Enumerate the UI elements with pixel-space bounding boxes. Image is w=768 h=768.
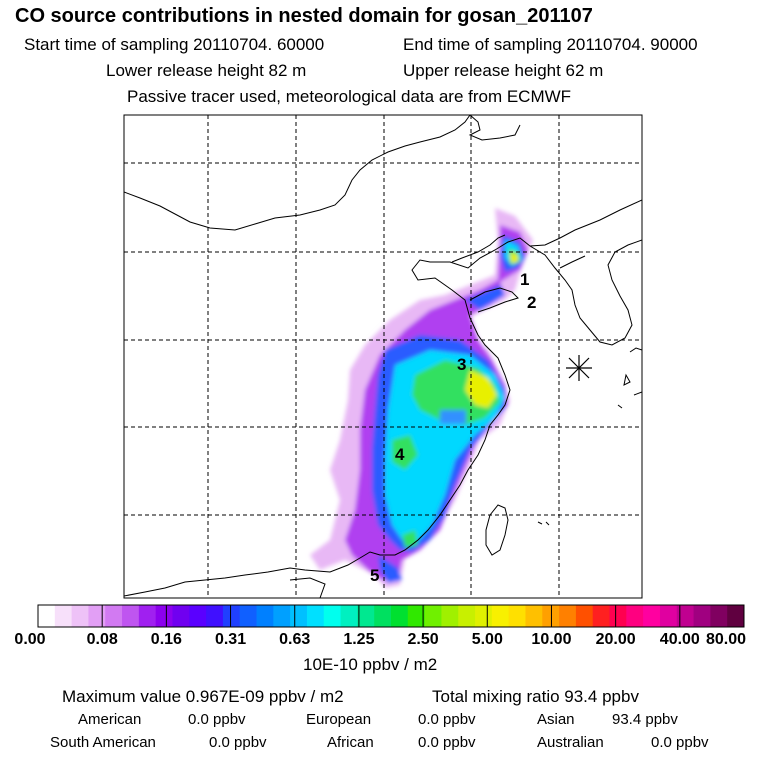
plume-layer-yellow	[465, 252, 518, 408]
colorbar-tick-label: 1.25	[343, 631, 375, 648]
colorbar	[37, 604, 745, 628]
region-label-3: 3	[457, 355, 466, 374]
colorbar-swatch	[491, 605, 510, 627]
colorbar-tick-label: 0.08	[86, 631, 118, 648]
region-label-4: 4	[395, 445, 405, 464]
end-time: End time of sampling 20110704. 90000	[403, 35, 698, 54]
colorbar-swatch	[138, 605, 157, 627]
colorbar-tick-label: 0.00	[14, 631, 46, 648]
colorbar-swatch	[559, 605, 577, 627]
colorbar-swatch	[508, 605, 526, 627]
colorbar-swatch	[727, 605, 745, 627]
colorbar-swatch	[659, 605, 678, 627]
plume-cell-blue	[440, 410, 466, 424]
colorbar-outline	[37, 604, 745, 628]
colorbar-swatch	[155, 605, 173, 627]
colorbar-swatch	[239, 605, 258, 627]
colorbar-swatch	[256, 605, 274, 627]
total-mixing-ratio: Total mixing ratio 93.4 ppbv	[432, 687, 639, 706]
colorbar-swatch	[424, 605, 442, 627]
region-label-1: 1	[520, 270, 529, 289]
colorbar-tick-label: 2.50	[407, 631, 439, 648]
colorbar-swatch	[323, 605, 342, 627]
colorbar-tick-label: 0.31	[214, 631, 247, 648]
african-value: 0.0 ppbv	[418, 734, 476, 751]
start-time: Start time of sampling 20110704. 60000	[24, 35, 325, 54]
region-label-5: 5	[370, 566, 379, 585]
asian-label: Asian	[537, 711, 575, 728]
colorbar-swatch	[542, 605, 560, 627]
colorbar-swatch	[643, 605, 661, 627]
colorbar-swatch	[374, 605, 392, 627]
colorbar-swatch	[575, 605, 594, 627]
colorbar-tick-label: 80.00	[705, 631, 747, 648]
australian-value: 0.0 ppbv	[651, 734, 709, 751]
colorbar-swatch	[38, 605, 56, 627]
coastlines	[124, 115, 642, 598]
colorbar-swatch	[222, 605, 241, 627]
south-american-value: 0.0 ppbv	[209, 734, 267, 751]
lat-lon-grid	[124, 115, 642, 598]
colorbar-swatch	[391, 605, 409, 627]
colorbar-swatch	[525, 605, 543, 627]
colorbar-swatch	[306, 605, 325, 627]
colorbar-tick-label: 20.00	[595, 631, 636, 648]
colorbar-swatch	[626, 605, 644, 627]
european-label: European	[306, 711, 372, 728]
concentration-plume	[310, 208, 533, 588]
plume-layer-green	[392, 248, 520, 548]
max-value: Maximum value 0.967E-09 ppbv / m2	[62, 687, 344, 706]
colorbar-unit: 10E-10 ppbv / m2	[303, 655, 438, 674]
colorbar-swatch	[407, 605, 426, 627]
colorbar-swatch	[54, 605, 73, 627]
lower-release-height: Lower release height 82 m	[106, 61, 307, 80]
colorbar-swatch	[189, 605, 207, 627]
south-american-label: South American	[50, 734, 156, 751]
colorbar-swatch	[475, 605, 493, 627]
african-label: African	[327, 734, 374, 751]
australian-label: Australian	[537, 734, 604, 751]
upper-release-height: Upper release height 62 m	[403, 61, 604, 80]
colorbar-swatch	[290, 605, 308, 627]
asian-value: 93.4 ppbv	[612, 711, 678, 728]
region-label-2: 2	[527, 293, 536, 312]
tracer-note: Passive tracer used, meteorological data…	[127, 87, 572, 106]
colorbar-swatch	[458, 605, 476, 627]
colorbar-swatch	[206, 605, 224, 627]
colorbar-tick-label: 40.00	[659, 631, 700, 648]
colorbar-swatch	[105, 605, 123, 627]
colorbar-swatch	[71, 605, 89, 627]
receptor-asterisk-icon	[566, 355, 592, 381]
colorbar-tick-label: 5.00	[471, 631, 503, 648]
american-value: 0.0 ppbv	[188, 711, 246, 728]
colorbar-tick-label: 0.63	[279, 631, 311, 648]
plot-title: CO source contributions in nested domain…	[15, 5, 593, 27]
colorbar-tick-label: 10.00	[531, 631, 572, 648]
american-label: American	[78, 711, 142, 728]
colorbar-swatch	[273, 605, 291, 627]
european-value: 0.0 ppbv	[418, 711, 476, 728]
colorbar-swatch	[693, 605, 711, 627]
colorbar-swatch	[592, 605, 611, 627]
colorbar-swatch	[122, 605, 140, 627]
colorbar-swatch	[340, 605, 358, 627]
colorbar-swatch	[441, 605, 459, 627]
colorbar-swatch	[357, 605, 375, 627]
colorbar-swatch	[88, 605, 106, 627]
colorbar-swatch	[172, 605, 190, 627]
colorbar-swatch	[710, 605, 728, 627]
colorbar-swatch	[609, 605, 627, 627]
colorbar-tick-label: 0.16	[150, 631, 182, 648]
colorbar-swatch	[676, 605, 695, 627]
